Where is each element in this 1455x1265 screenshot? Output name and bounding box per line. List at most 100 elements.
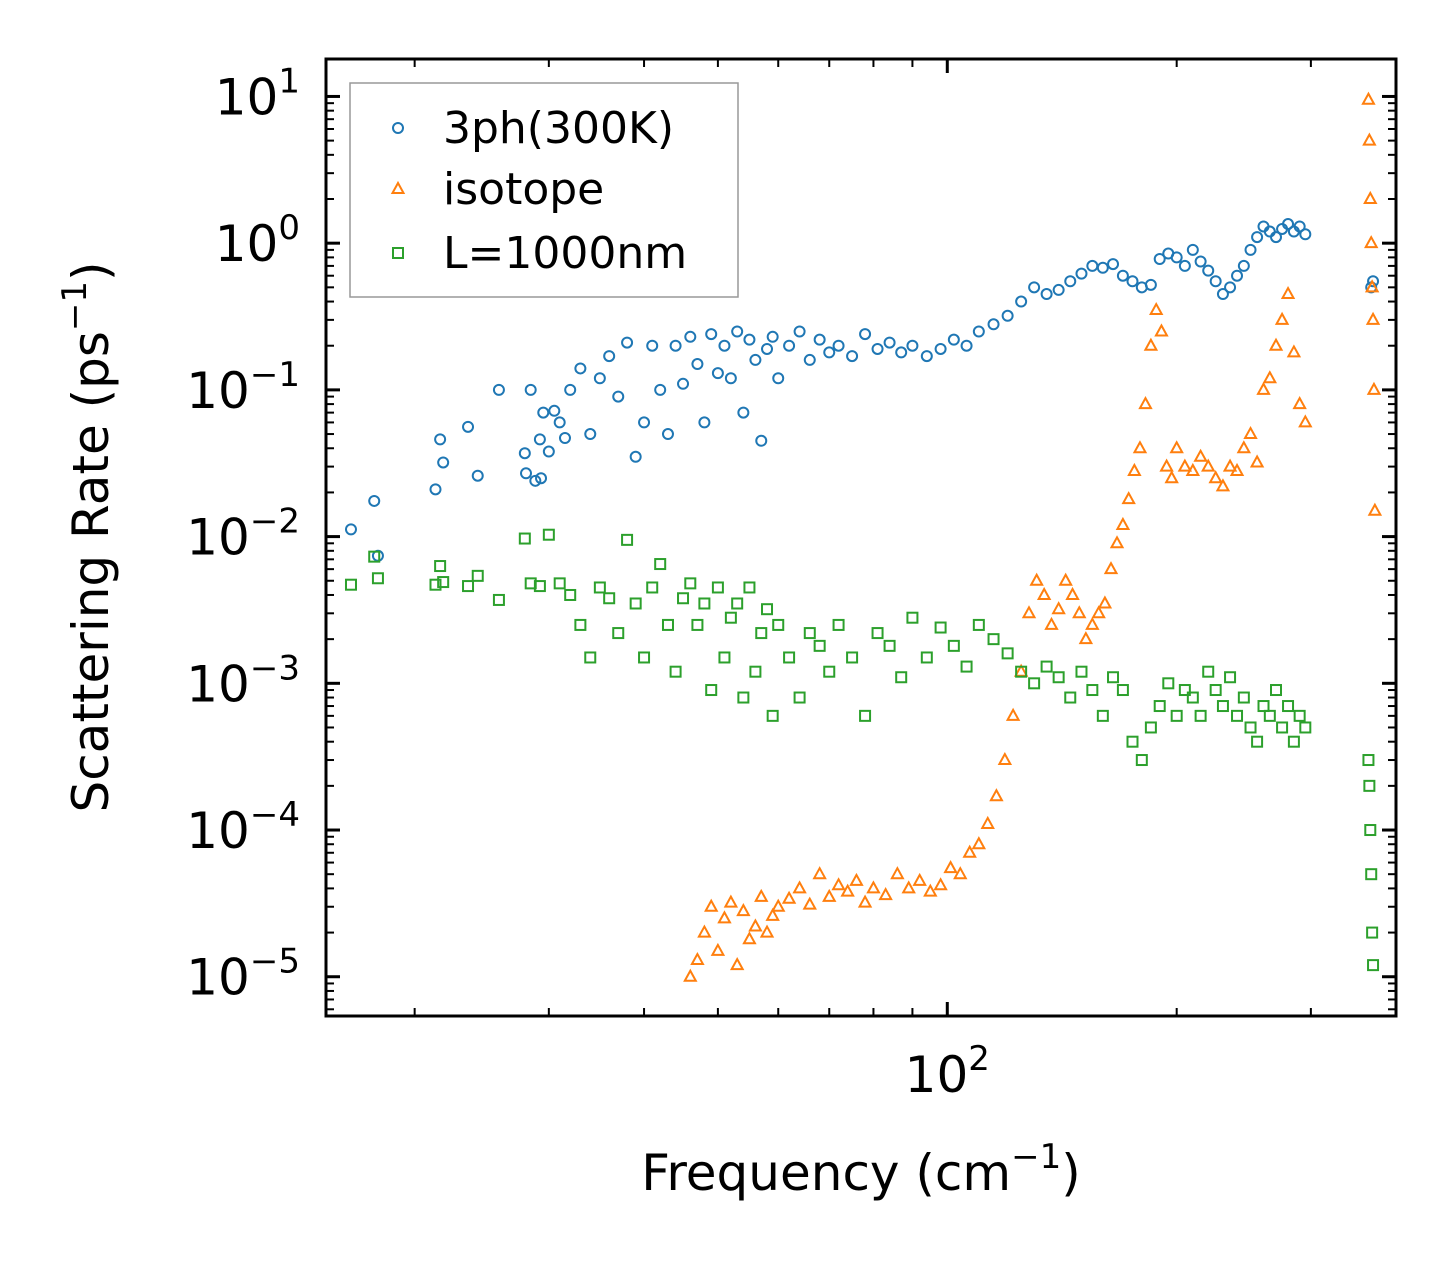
data-point [1364, 824, 1377, 837]
data-point [584, 428, 597, 441]
data-point [462, 580, 475, 593]
data-point [1154, 323, 1169, 337]
y-tick-label: 10−5 [186, 942, 300, 1007]
data-point [1293, 220, 1306, 233]
data-point [1001, 309, 1014, 322]
data-point [724, 372, 737, 385]
data-point [1185, 462, 1201, 476]
data-point [1170, 251, 1183, 264]
data-point [533, 433, 546, 446]
data-point [803, 627, 816, 640]
data-point [520, 467, 533, 480]
data-point [1135, 754, 1148, 767]
data-point [742, 931, 757, 945]
data-point [1164, 470, 1179, 484]
data-point [846, 350, 859, 363]
data-point [717, 910, 732, 924]
data-point [371, 572, 384, 585]
data-point [612, 627, 625, 640]
data-point [654, 383, 667, 396]
legend: 3ph(300K) isotope L=1000nm [349, 82, 739, 298]
data-point [943, 860, 958, 874]
data-point [646, 339, 659, 352]
data-point [1097, 595, 1113, 609]
data-point [1224, 671, 1237, 684]
data-point [593, 372, 606, 385]
data-point [953, 866, 968, 880]
data-point [906, 611, 919, 624]
data-point [1159, 458, 1174, 472]
data-point [761, 342, 774, 355]
data-point [638, 416, 651, 429]
data-point [1126, 275, 1139, 288]
data-point [920, 651, 933, 664]
data-point [960, 660, 973, 673]
data-point [621, 533, 634, 546]
data-point [1292, 396, 1307, 410]
data-point [1103, 561, 1119, 575]
data-point [1015, 295, 1028, 308]
data-point [737, 691, 750, 704]
data-point [933, 877, 948, 891]
data-point [812, 866, 827, 880]
data-point [1144, 721, 1157, 734]
data-point [669, 665, 682, 678]
y-tick-label: 10−3 [186, 648, 300, 713]
data-point [1138, 396, 1153, 410]
data-point [792, 880, 807, 894]
data-point [1299, 721, 1312, 734]
data-point [646, 581, 659, 594]
data-point [684, 330, 697, 343]
data-point [1153, 700, 1166, 713]
data-point [1299, 228, 1312, 241]
data-point [705, 328, 718, 341]
data-point [492, 383, 505, 396]
data-point [1216, 700, 1229, 713]
data-point [1367, 959, 1380, 972]
data-point [344, 578, 357, 591]
data-point [901, 880, 916, 894]
data-point [972, 325, 985, 338]
data-point [542, 528, 555, 541]
data-point [723, 894, 739, 908]
y-axis-label: Scattering Rate (ps−1) [55, 261, 120, 812]
data-point [906, 339, 919, 352]
data-point [661, 428, 674, 441]
data-point [1202, 264, 1215, 277]
data-point [934, 342, 947, 355]
data-point [1236, 440, 1252, 454]
data-point [859, 328, 872, 341]
data-point [813, 639, 826, 652]
data-point [1178, 259, 1191, 272]
data-point [1270, 231, 1283, 244]
data-point [724, 611, 737, 624]
data-point [698, 597, 711, 610]
data-point [831, 877, 846, 891]
data-point [1202, 665, 1215, 678]
legend-label-isotope: isotope [443, 164, 604, 215]
data-point [1091, 605, 1106, 619]
data-point [344, 523, 357, 536]
data-point [729, 957, 745, 971]
data-point [997, 751, 1013, 766]
data-point [593, 581, 606, 594]
data-point [1216, 288, 1229, 301]
legend-box [349, 82, 739, 298]
data-point [759, 924, 775, 938]
data-point [553, 416, 566, 429]
data-point [1040, 660, 1053, 673]
data-point [857, 894, 873, 908]
data-point [1364, 235, 1379, 249]
data-point [564, 383, 577, 396]
data-point [1298, 414, 1313, 428]
legend-label-3ph: 3ph(300K) [443, 103, 674, 154]
data-point [912, 872, 927, 886]
data-point [529, 474, 542, 487]
data-point [823, 665, 836, 678]
data-point [781, 890, 797, 904]
data-point [895, 346, 908, 359]
data-point [947, 333, 960, 346]
data-point [661, 618, 674, 631]
data-point [1064, 275, 1077, 288]
data-point [629, 450, 642, 463]
